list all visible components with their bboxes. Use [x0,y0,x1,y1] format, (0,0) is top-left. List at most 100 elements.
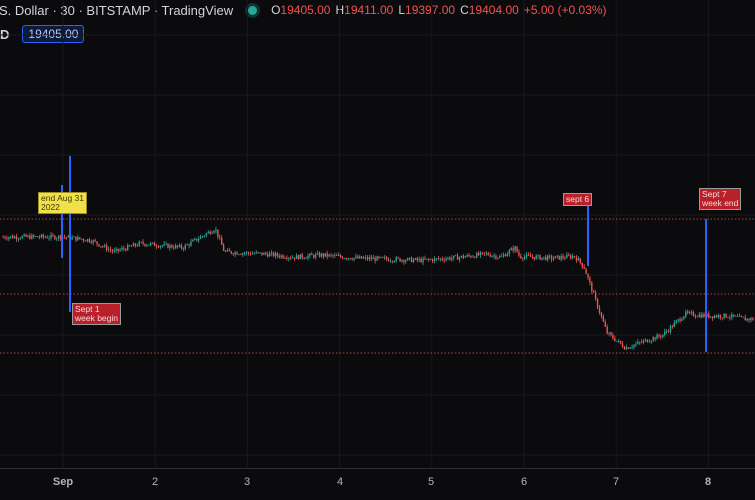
candle-body [667,331,670,332]
candle-body [15,236,18,240]
candle-body [533,257,535,260]
candle-body [694,315,697,317]
axis-label-3: 3 [243,476,251,488]
candle-body [199,236,202,239]
symbol-title[interactable]: S. Dollar · 30 · BITSTAMP · TradingView [0,2,234,18]
candle-body [21,236,23,239]
candle-body [36,236,39,238]
candle-body [25,234,27,237]
candle-body [13,236,16,239]
candle-body [242,253,244,255]
candle-body [23,234,25,237]
candle-body [151,242,154,244]
candle-body [702,314,704,318]
candle-body [4,236,6,239]
time-axis[interactable]: Sep 2 3 4 5 6 7 8 [0,468,755,500]
candle-body [589,277,591,283]
candle-body [268,253,271,257]
candle-body [594,292,597,299]
candle-body [443,259,445,261]
candle-body [100,246,102,248]
candle-body [462,255,465,258]
candle-body [430,259,432,261]
candle-body [117,248,119,251]
candle-body [410,257,413,262]
candle-body [347,258,349,259]
candle-body [644,339,647,341]
candle-body [284,257,286,259]
candle-body [639,341,641,343]
candle-body [161,245,163,247]
chart-grid [0,0,755,468]
note-sept6[interactable]: sept 6 [563,193,593,206]
candle-body [309,253,311,256]
candle-body [29,235,31,239]
candle-body [115,248,117,251]
note-end-aug[interactable]: end Aug 31 2022 [38,192,88,214]
candle-body [696,316,698,318]
candle-body [550,256,553,260]
candle-body [600,312,603,317]
candle-body [548,255,551,257]
candle-body [642,340,645,343]
candle-body [184,245,186,250]
price-chart[interactable] [0,0,755,468]
candle-body [554,256,557,259]
candle-body [244,253,246,254]
candle-body [111,250,114,252]
candle-body [692,312,695,316]
candle-body [466,255,468,257]
candle-body [6,238,8,239]
candle-body [203,235,206,237]
candle-body [224,250,227,252]
candle-body [343,258,346,260]
candle-body [249,253,252,255]
axis-label-4: 4 [336,476,344,488]
note-sept1[interactable]: Sept 1 week begin [72,303,122,325]
candle-body [677,319,679,321]
candle-body [370,257,372,260]
candle-body [121,248,123,250]
candle-body [255,252,257,254]
candle-body [635,343,637,345]
candle-body [253,253,255,255]
candle-body [535,255,537,260]
candle-body [679,319,681,321]
candle-body [50,234,52,239]
candle-body [736,315,739,317]
candle-body [8,237,10,239]
candle-body [11,236,14,239]
candle-body [662,334,664,338]
candle-body [290,257,292,259]
candle-body [629,347,631,349]
close-value: 19404.00 [468,3,519,17]
candle-body [660,336,662,338]
candle-body [44,236,46,238]
candle-body [742,316,745,318]
candle-body [604,321,606,327]
candle-body [240,254,242,256]
candle-body [470,255,472,258]
candle-body [460,255,463,258]
candle-body [339,255,342,257]
note-sept7[interactable]: Sept 7 week end [699,188,742,210]
candle-body [621,343,624,347]
low-value: 19397.00 [405,3,456,17]
candle-body [512,248,514,251]
candle-body [288,257,290,259]
candle-body [495,255,497,259]
candle-body [234,252,236,255]
candle-body [324,253,326,257]
candle-body [428,258,430,260]
candle-body [293,257,296,259]
candle-body [399,258,401,262]
candle-body [541,257,543,260]
candle-body [334,255,336,256]
candle-body [153,242,156,246]
candle-body [711,316,714,319]
price-badge[interactable]: 19405.00 [22,25,85,43]
candle-body [656,334,658,340]
candle-body [138,242,140,246]
candle-body [591,282,593,292]
candle-body [337,255,340,257]
